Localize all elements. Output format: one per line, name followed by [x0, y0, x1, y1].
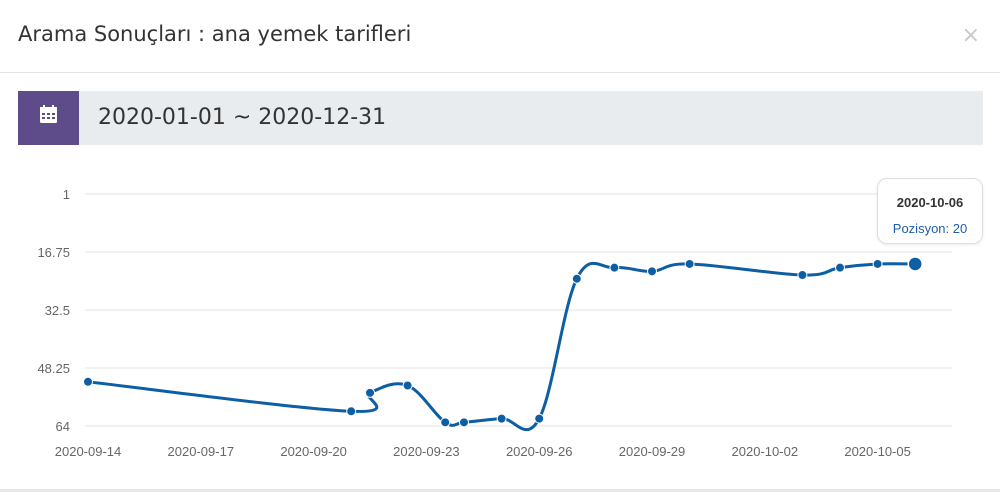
x-tick-label: 2020-09-20: [280, 444, 347, 459]
modal-header: Arama Sonuçları : ana yemek tarifleri ×: [0, 0, 1000, 73]
x-tick-label: 2020-10-05: [844, 444, 911, 459]
tooltip-date: 2020-10-06: [896, 195, 964, 210]
data-point: [684, 258, 695, 269]
y-tick-label: 16.75: [37, 245, 70, 260]
data-point: [459, 417, 469, 428]
calendar-icon: [40, 105, 57, 123]
data-point: [797, 270, 808, 281]
x-tick-label: 2020-09-29: [619, 444, 686, 459]
position-line-chart: 1 16.75 32.5 48.25 64 2020-09-14 2020-09-17 202…: [37, 187, 952, 459]
date-range-input[interactable]: 2020-01-01 ~ 2020-12-31: [79, 91, 983, 145]
close-icon[interactable]: ×: [961, 23, 980, 48]
data-point: [440, 417, 451, 428]
data-point: [83, 376, 93, 387]
x-tick-label: 2020-09-23: [393, 444, 460, 459]
chart-tooltip: 2020-10-06 Pozisyon: 20: [877, 178, 983, 244]
x-tick-label: 2020-09-26: [506, 444, 573, 459]
date-range-picker[interactable]: 2020-01-01 ~ 2020-12-31: [18, 91, 983, 145]
y-tick-label: 32.5: [45, 303, 70, 318]
y-tick-label: 1: [63, 187, 70, 202]
modal-title: Arama Sonuçları : ana yemek tarifleri: [18, 22, 412, 46]
data-point: [496, 413, 507, 424]
x-tick-label: 2020-09-17: [168, 444, 235, 459]
data-point: [647, 266, 657, 277]
modal-bottom-edge: [0, 489, 1000, 492]
x-tick-label: 2020-09-14: [55, 444, 122, 459]
series-line: [87, 261, 916, 432]
data-point: [365, 387, 375, 398]
y-tick-label: 48.25: [37, 361, 70, 376]
date-range-value: 2020-01-01 ~ 2020-12-31: [98, 105, 387, 130]
data-point: [571, 273, 582, 284]
data-point: [872, 258, 883, 269]
data-point: [402, 380, 413, 391]
data-point: [346, 406, 357, 417]
x-tick-label: 2020-10-02: [732, 444, 799, 459]
y-tick-label: 64: [56, 419, 70, 434]
data-point: [609, 262, 620, 273]
data-point: [835, 262, 845, 273]
date-icon-button[interactable]: [18, 91, 79, 145]
highlighted-point: [907, 256, 923, 272]
tooltip-position: Pozisyon: 20: [892, 221, 968, 236]
data-point: [534, 413, 545, 424]
